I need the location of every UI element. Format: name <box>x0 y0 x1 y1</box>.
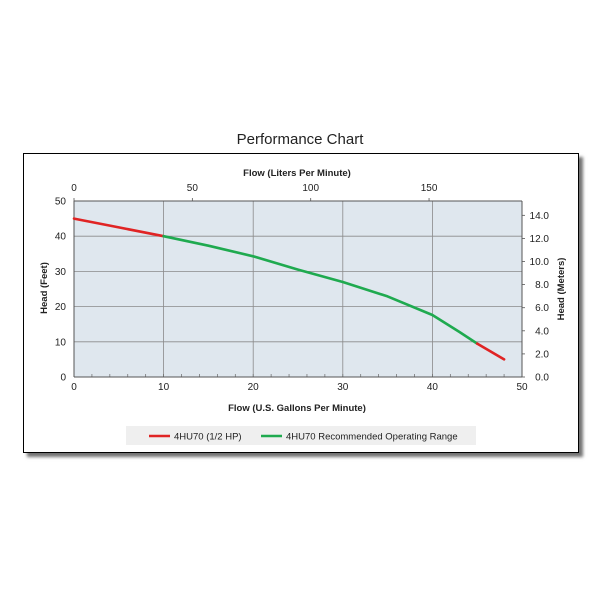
legend-label-2: 4HU70 Recommended Operating Range <box>286 432 458 443</box>
y-tick-label: 30 <box>55 267 67 278</box>
x-tick-label: 10 <box>158 382 170 393</box>
y2-axis-label: Head (Meters) <box>556 258 567 321</box>
series-line-0 <box>72 217 165 238</box>
x-tick-label: 20 <box>248 382 260 393</box>
x2-tick-label: 50 <box>187 183 199 194</box>
y2-tick-label: 0.0 <box>535 373 549 384</box>
y2-tick-label: 6.0 <box>535 303 549 314</box>
x2-axis-label: Flow (Liters Per Minute) <box>243 168 351 179</box>
series-line-2 <box>475 342 506 361</box>
y2-tick-label: 12.0 <box>530 234 550 245</box>
x-tick-label: 30 <box>337 382 349 393</box>
x-tick-label: 0 <box>71 382 77 393</box>
x-axis-label: Flow (U.S. Gallons Per Minute) <box>228 403 366 414</box>
chart-title: Performance Chart <box>236 131 364 148</box>
y2-tick-label: 4.0 <box>535 326 549 337</box>
x2-tick-label: 100 <box>302 183 319 194</box>
y-tick-label: 50 <box>55 197 67 208</box>
plot-area <box>74 201 522 377</box>
y-tick-label: 40 <box>55 232 67 243</box>
y-tick-label: 10 <box>55 337 67 348</box>
x-tick-label: 40 <box>427 382 439 393</box>
gridlines <box>73 200 523 378</box>
series-lines <box>72 217 506 361</box>
y2-tick-label: 8.0 <box>535 280 549 291</box>
tick-labels: 0 10 20 30 40 50 0 10 20 30 40 50 0 50 100 150 0.0 2.0 4.0… <box>55 183 550 393</box>
legend-box <box>126 426 476 445</box>
x2-tick-label: 0 <box>71 183 77 194</box>
y2-tick-label: 2.0 <box>535 349 549 360</box>
y2-tick-label: 14.0 <box>530 211 550 222</box>
x2-tick-label: 150 <box>421 183 438 194</box>
legend-label-1: 4HU70 (1/2 HP) <box>174 432 242 443</box>
x-tick-label: 50 <box>516 382 528 393</box>
y-axis-label: Head (Feet) <box>39 262 50 314</box>
y-tick-label: 0 <box>60 373 66 384</box>
series-line-1 <box>162 234 479 345</box>
y-tick-label: 20 <box>55 302 67 313</box>
y2-tick-label: 10.0 <box>530 257 550 268</box>
